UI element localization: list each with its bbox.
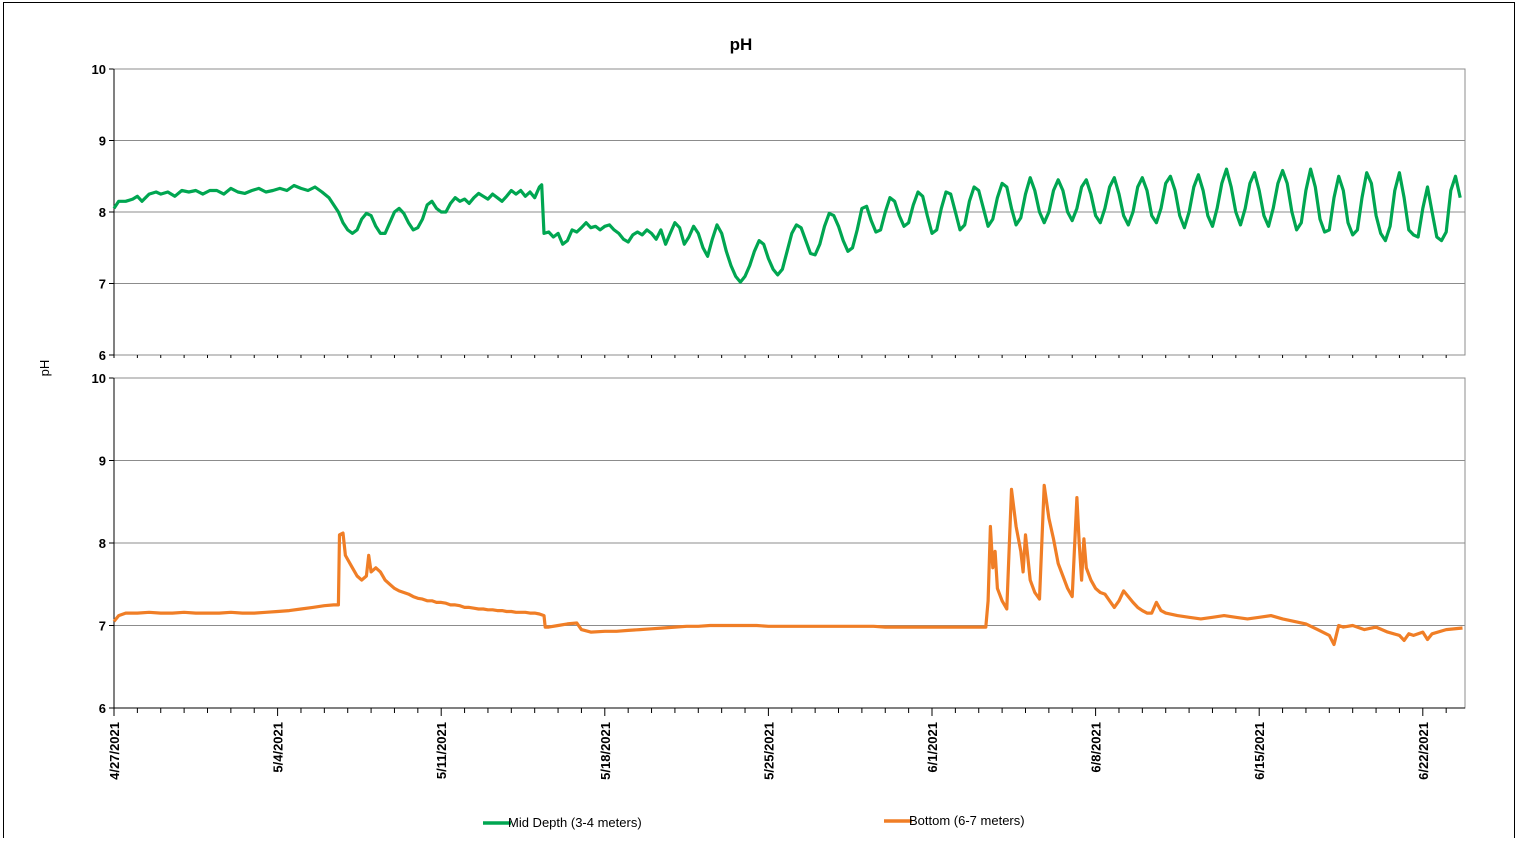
x-tick-label: 5/4/2021: [271, 722, 286, 773]
y-tick-label: 9: [99, 134, 106, 149]
y-tick-label: 6: [99, 348, 106, 363]
y-tick-label: 7: [99, 619, 106, 634]
legend-label: Mid Depth (3-4 meters): [508, 815, 642, 830]
y-tick-label: 10: [92, 62, 106, 77]
series-line: [112, 483, 1463, 647]
y-tick-label: 9: [99, 454, 106, 469]
legend: Mid Depth (3-4 meters) Bottom (6-7 meters…: [483, 813, 1025, 830]
x-tick-label: 4/27/2021: [107, 722, 122, 780]
y-tick-label: 7: [99, 277, 106, 292]
x-axis: 4/27/2021 5/4/2021 5/11/2021 5/18/2021 5/25/…: [107, 355, 1465, 780]
y-tick-label: 8: [99, 205, 106, 220]
x-tick-label: 5/11/2021: [434, 722, 449, 779]
y-tick-label: 10: [92, 371, 106, 386]
legend-label: Bottom (6-7 meters): [909, 813, 1025, 828]
x-tick-label: 6/22/2021: [1416, 722, 1431, 780]
x-tick-label: 5/25/2021: [761, 722, 776, 780]
panel-top: 6 7 8 9 10: [92, 62, 1466, 363]
x-tick-label: 6/8/2021: [1089, 722, 1104, 773]
y-tick-label: 8: [99, 536, 106, 551]
panel-bottom: 6 7 8 9 10: [92, 371, 1466, 716]
x-tick-label: 6/1/2021: [925, 722, 940, 773]
x-tick-label: 5/18/2021: [598, 722, 613, 780]
chart-frame: [3, 2, 1515, 838]
x-tick-label: 6/15/2021: [1252, 722, 1267, 780]
chart-title: pH: [730, 35, 753, 54]
y-axis-label: pH: [37, 360, 52, 377]
y-tick-label: 6: [99, 701, 106, 716]
series-line: [112, 167, 1462, 284]
